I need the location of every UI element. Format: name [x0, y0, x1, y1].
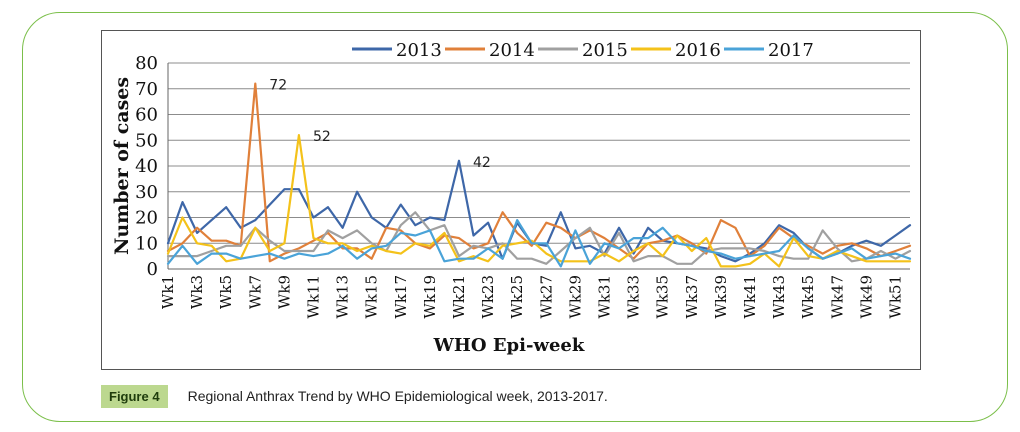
- figure-caption: Figure 4 Regional Anthrax Trend by WHO E…: [101, 383, 608, 409]
- series-line-2017: [166, 219, 912, 268]
- x-tick-label: Wk21: [450, 275, 468, 319]
- data-label: 72: [269, 78, 287, 94]
- y-tick-label: 10: [135, 233, 158, 254]
- y-axis-title: Number of cases: [111, 77, 133, 255]
- x-tick-label: Wk7: [246, 275, 264, 309]
- chart-area: 0 10 20 30 40 50 60 70 80 Wk1 Wk3 Wk5 Wk7 Wk9 Wk11 Wk13…: [101, 30, 921, 370]
- x-tick-label: Wk15: [363, 275, 381, 319]
- x-tick-label: Wk3: [188, 275, 206, 309]
- x-tick-label: Wk31: [595, 275, 613, 319]
- legend-label-2013: 2013: [396, 40, 442, 61]
- y-tick-label: 50: [135, 130, 158, 151]
- x-tick-label: Wk35: [654, 275, 672, 319]
- x-tick-label: Wk51: [886, 275, 904, 319]
- x-tick-label: Wk5: [217, 275, 235, 309]
- series-line-2015: [166, 211, 912, 265]
- x-tick-label: Wk39: [712, 275, 730, 319]
- y-tick-label: 30: [135, 182, 158, 203]
- legend-label-2014: 2014: [489, 40, 535, 61]
- x-tick-label: Wk23: [479, 275, 497, 319]
- data-label: 42: [473, 155, 491, 171]
- x-tick-label: Wk1: [159, 275, 177, 309]
- x-tick-label: Wk11: [304, 275, 322, 319]
- series-line-2014: [166, 82, 912, 263]
- y-tick-label: 20: [135, 208, 158, 229]
- x-tick-label: Wk27: [537, 275, 555, 319]
- data-label: 52: [313, 129, 331, 145]
- x-tick-label: Wk37: [683, 275, 701, 319]
- legend-label-2015: 2015: [582, 40, 628, 61]
- x-tick-label: Wk43: [770, 275, 788, 319]
- series-line-2016: [166, 133, 912, 268]
- x-tick-label: Wk33: [625, 275, 643, 319]
- x-axis-title: WHO Epi-week: [433, 335, 585, 356]
- y-tick-label: 60: [135, 105, 158, 126]
- x-tick-label: Wk9: [275, 275, 293, 309]
- x-tick-label: Wk47: [828, 275, 846, 319]
- x-tick-label: Wk41: [741, 275, 759, 319]
- line-chart: 0 10 20 30 40 50 60 70 80 Wk1 Wk3 Wk5 Wk7 Wk9 Wk11 Wk13…: [111, 40, 912, 356]
- y-tick-label: 40: [135, 156, 158, 177]
- x-tick-label: Wk25: [508, 275, 526, 319]
- legend-label-2017: 2017: [768, 40, 814, 61]
- y-tick-label: 0: [147, 259, 158, 280]
- x-tick-label: Wk45: [799, 275, 817, 319]
- legend-label-2016: 2016: [675, 40, 721, 61]
- x-tick-label: Wk19: [421, 275, 439, 319]
- y-tick-label: 70: [135, 79, 158, 100]
- y-tick-label: 80: [135, 53, 158, 74]
- figure-label: Figure 4: [101, 384, 168, 408]
- figure-caption-text: Regional Anthrax Trend by WHO Epidemiolo…: [187, 388, 608, 404]
- x-tick-label: Wk29: [566, 275, 584, 319]
- x-tick-label: Wk17: [392, 275, 410, 319]
- x-tick-label: Wk13: [334, 275, 352, 319]
- x-tick-label: Wk49: [857, 275, 875, 319]
